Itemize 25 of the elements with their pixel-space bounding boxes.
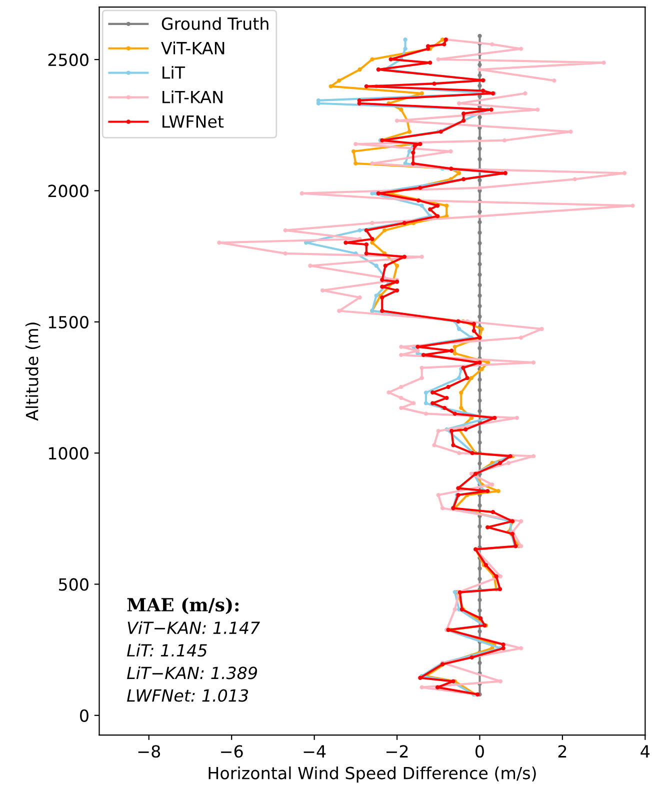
legend-label: ViT-KAN bbox=[161, 42, 224, 54]
x-tick-label: −6 bbox=[221, 745, 243, 758]
y-tick-label: 1500 bbox=[48, 316, 88, 328]
x-tick-label: 0 bbox=[476, 745, 484, 758]
annotation: MAE (m/s): bbox=[127, 598, 239, 614]
y-tick-label: 500 bbox=[59, 578, 88, 591]
legend-label: LiT bbox=[162, 66, 186, 79]
x-tick-label: 2 bbox=[558, 745, 566, 758]
legend-label: LiT-KAN bbox=[162, 90, 222, 104]
legend-label: Ground Truth bbox=[162, 17, 268, 30]
annotation: LWFNet: 1.013 bbox=[127, 689, 248, 702]
y-tick-label: 1000 bbox=[48, 447, 88, 460]
x-tick-label: −4 bbox=[304, 745, 326, 758]
y-tick-label: 0 bbox=[80, 709, 88, 722]
annotation: LiT: 1.145 bbox=[127, 644, 207, 657]
y-tick-label: 2000 bbox=[48, 184, 88, 198]
x-tick-label: 4 bbox=[640, 745, 650, 758]
y-tick-label: 2500 bbox=[48, 54, 88, 66]
x-tick-label: −2 bbox=[386, 745, 408, 758]
legend-label: LWFNet bbox=[162, 115, 224, 128]
x-tick-label: −8 bbox=[138, 745, 160, 758]
annotation: ViT−KAN: 1.147 bbox=[128, 621, 260, 634]
x-axis-title: Horizontal Wind Speed Difference (m/s) bbox=[208, 766, 536, 783]
y-axis-title: Altitude (m) bbox=[25, 322, 40, 421]
annotation: LiT−KAN: 1.389 bbox=[127, 666, 258, 680]
